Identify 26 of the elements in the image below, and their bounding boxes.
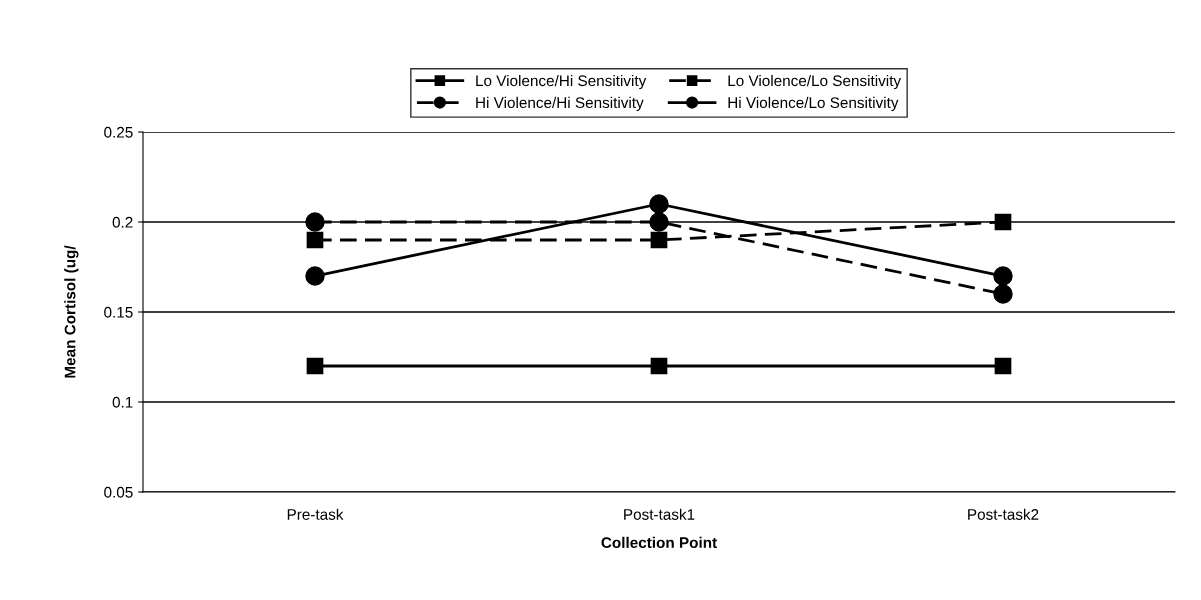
point — [993, 284, 1013, 304]
x-tick-label: Pre-task — [287, 508, 344, 520]
y-tick-label: 0.25 — [104, 126, 133, 138]
point — [306, 231, 324, 249]
legend-label: Hi Violence/Hi Sensitivity — [476, 96, 644, 112]
point — [649, 212, 669, 232]
y-tick-label: 0.15 — [104, 306, 133, 318]
x-tick-label: Post-task1 — [624, 508, 695, 520]
legend-label: Lo Violence/Hi Sensitivity — [476, 74, 647, 90]
x-axis-title: Collection Point — [601, 536, 717, 549]
legend-label: Hi Violence/Lo Sensitivity — [728, 96, 899, 112]
y-tick-label: 0.1 — [112, 396, 133, 408]
y-tick-label: 0.2 — [112, 216, 133, 228]
point — [993, 266, 1013, 286]
point — [994, 357, 1012, 375]
point — [306, 357, 324, 375]
point — [649, 194, 669, 214]
y-axis-title: Mean Cortisol (ug/ — [64, 245, 79, 378]
point — [650, 357, 668, 375]
point — [305, 212, 325, 232]
legend-label: Lo Violence/Lo Sensitivity — [728, 74, 902, 90]
point — [994, 213, 1012, 231]
x-tick-label: Post-task2 — [968, 508, 1039, 520]
y-tick-label: 0.05 — [104, 486, 133, 498]
point — [305, 266, 325, 286]
point — [650, 231, 668, 249]
